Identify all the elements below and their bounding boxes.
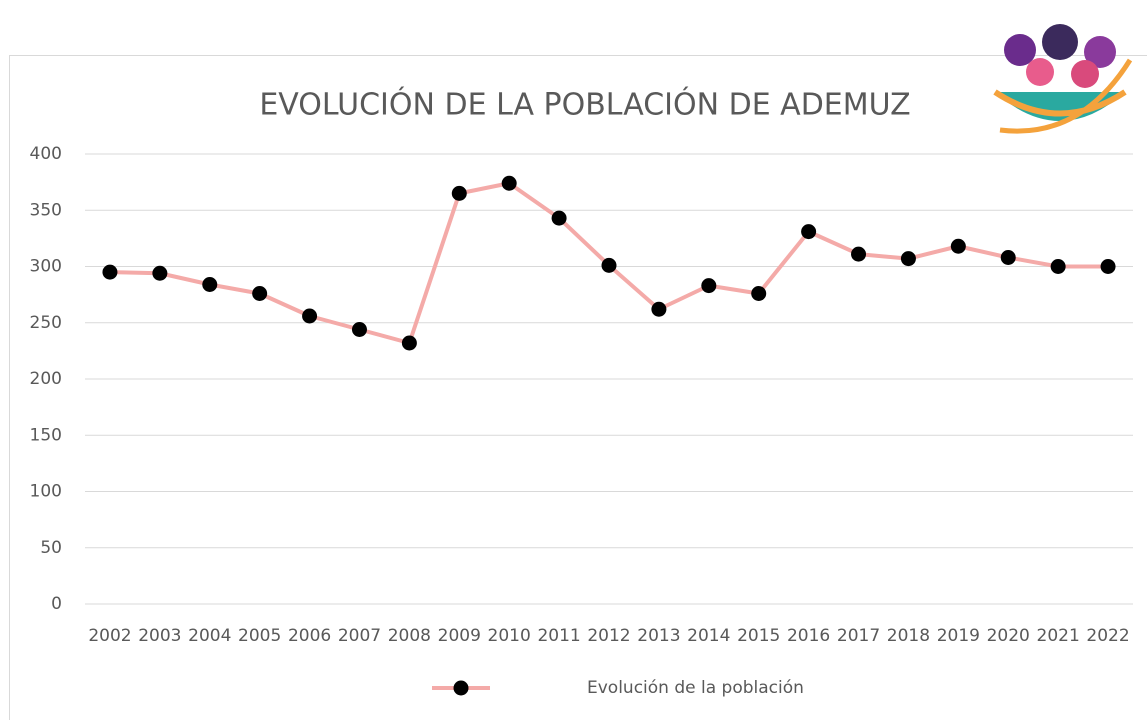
data-point: [901, 251, 916, 266]
x-tick-label: 2020: [987, 626, 1030, 646]
x-tick-label: 2013: [637, 626, 680, 646]
x-tick-label: 2022: [1086, 626, 1129, 646]
data-point: [1001, 250, 1016, 265]
x-tick-label: 2006: [288, 626, 331, 646]
x-tick-label: 2011: [537, 626, 580, 646]
x-tick-label: 2019: [937, 626, 980, 646]
data-point: [202, 277, 217, 292]
y-tick-label: 250: [30, 313, 62, 333]
data-point: [252, 286, 267, 301]
y-tick-label: 0: [51, 594, 62, 614]
x-tick-label: 2007: [338, 626, 381, 646]
data-point: [602, 258, 617, 273]
x-tick-label: 2009: [438, 626, 481, 646]
x-tick-label: 2003: [138, 626, 181, 646]
y-tick-label: 50: [40, 538, 62, 558]
data-point: [751, 286, 766, 301]
x-tick-label: 2012: [587, 626, 630, 646]
x-tick-label: 2002: [88, 626, 131, 646]
x-tick-label: 2018: [887, 626, 930, 646]
legend-marker: [454, 681, 469, 696]
y-tick-label: 350: [30, 200, 62, 220]
y-tick-label: 300: [30, 257, 62, 277]
x-tick-label: 2008: [388, 626, 431, 646]
y-tick-label: 150: [30, 425, 62, 445]
x-tick-label: 2017: [837, 626, 880, 646]
data-point: [801, 224, 816, 239]
y-tick-label: 200: [30, 369, 62, 389]
data-point: [102, 265, 117, 280]
x-tick-label: 2005: [238, 626, 281, 646]
data-point: [452, 186, 467, 201]
x-tick-label: 2010: [488, 626, 531, 646]
data-point: [352, 322, 367, 337]
x-tick-label: 2016: [787, 626, 830, 646]
y-tick-label: 400: [30, 144, 62, 164]
x-tick-label: 2004: [188, 626, 231, 646]
data-point: [502, 176, 517, 191]
data-point: [701, 278, 716, 293]
data-point: [851, 247, 866, 262]
data-point: [1051, 259, 1066, 274]
data-point: [402, 336, 417, 351]
data-point: [152, 266, 167, 281]
legend-label: Evolución de la población: [587, 678, 804, 698]
x-tick-label: 2014: [687, 626, 730, 646]
chart-border: [10, 56, 1147, 721]
data-point: [552, 211, 567, 226]
x-tick-label: 2015: [737, 626, 780, 646]
y-tick-label: 100: [30, 482, 62, 502]
data-point: [951, 239, 966, 254]
data-point: [302, 309, 317, 324]
chart-title: EVOLUCIÓN DE LA POBLACIÓN DE ADEMUZ: [259, 86, 910, 123]
x-tick-label: 2021: [1037, 626, 1080, 646]
data-point: [651, 302, 666, 317]
data-point: [1101, 259, 1116, 274]
page: EVOLUCIÓN DE LA POBLACIÓN DE ADEMUZ 0 50 1…: [0, 0, 1147, 720]
chart: EVOLUCIÓN DE LA POBLACIÓN DE ADEMUZ 0 50 1…: [0, 0, 1147, 720]
